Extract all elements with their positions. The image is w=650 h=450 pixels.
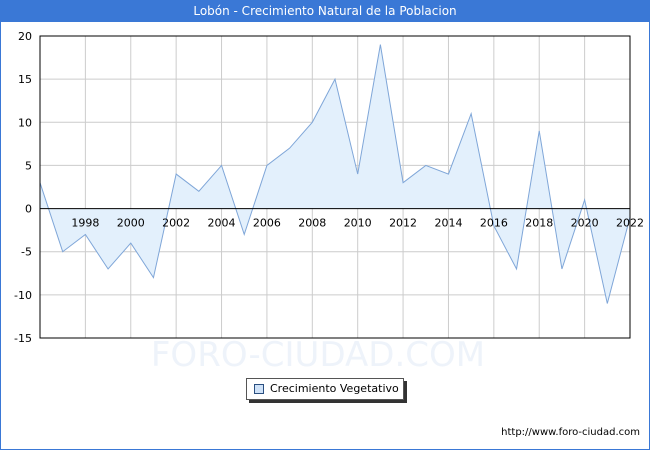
y-tick-label: 5 [25,159,32,172]
y-tick-label: -5 [21,246,32,259]
x-tick-label: 2002 [162,217,190,230]
area-fill [40,44,630,304]
x-tick-label: 2018 [525,217,553,230]
x-tick-label: 2000 [117,217,145,230]
legend-label: Crecimiento Vegetativo [270,382,399,395]
x-tick-label: 2022 [616,217,644,230]
y-tick-label: 0 [25,203,32,216]
chart-title: Lobón - Crecimiento Natural de la Poblac… [0,0,650,22]
series-line [39,44,631,304]
legend: Crecimiento Vegetativo [246,378,404,400]
y-tick-label: 15 [18,73,32,86]
x-tick-label: 2012 [389,217,417,230]
y-tick-label: 20 [18,30,32,43]
data-area [39,44,631,304]
y-tick-label: -15 [14,332,32,345]
plot-border [39,35,631,339]
x-tick-label: 2004 [208,217,236,230]
x-tick-label: 2008 [298,217,326,230]
x-tick-label: 2006 [253,217,281,230]
y-axis-ticks: 20 15 10 5 0 -5 -10 -15 [14,30,32,345]
legend-swatch [254,384,264,394]
x-tick-label: 2016 [480,217,508,230]
watermark: FORO-CIUDAD.COM [151,335,485,375]
x-tick-label: 1998 [71,217,99,230]
x-tick-label: 2020 [571,217,599,230]
source-url: http://www.foro-ciudad.com [501,427,640,438]
x-axis-ticks: 1998 2000 2002 2004 2006 2008 2010 2012 2014 2016… [71,217,644,230]
x-tick-label: 2010 [344,217,372,230]
y-tick-label: 10 [18,116,32,129]
y-tick-label: -10 [14,289,32,302]
x-tick-label: 2014 [434,217,462,230]
